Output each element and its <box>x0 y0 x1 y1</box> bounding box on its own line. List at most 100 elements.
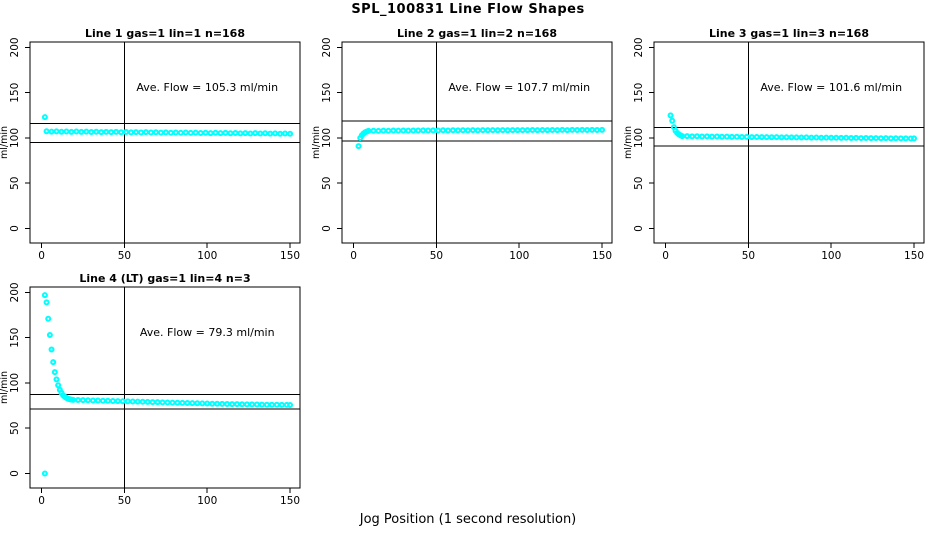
data-point <box>758 134 765 141</box>
data-point <box>459 127 466 134</box>
data-point <box>355 143 362 150</box>
data-point <box>68 128 75 135</box>
data-point <box>818 134 825 141</box>
data-point <box>574 127 581 134</box>
data-point <box>410 127 417 134</box>
data-point <box>277 130 284 137</box>
avg-flow-annotation: Ave. Flow = 105.3 ml/min <box>136 81 278 94</box>
subplot-line-2: Line 2 gas=1 lin=2 n=168 0 50 100 150 0 50 100 1… <box>312 25 624 270</box>
data-point <box>544 127 551 134</box>
data-point <box>287 401 294 408</box>
y-tick-label: 150 <box>9 328 21 348</box>
data-point <box>167 129 174 136</box>
data-point <box>202 129 209 136</box>
data-point <box>169 399 176 406</box>
data-point <box>519 127 526 134</box>
data-point <box>803 134 810 141</box>
data-point <box>911 135 918 142</box>
data-point <box>484 127 491 134</box>
x-tick-label: 0 <box>38 250 45 262</box>
data-point <box>99 397 106 404</box>
y-tick-label: 100 <box>9 128 21 148</box>
data-point <box>268 401 275 408</box>
subplot-canvas: Line 1 gas=1 lin=1 n=168 0 50 100 150 0 50 100 1… <box>0 27 301 262</box>
data-point <box>43 128 50 135</box>
x-tick-label: 0 <box>38 495 45 507</box>
subplot-title: Line 1 gas=1 lin=1 n=168 <box>85 27 245 40</box>
data-point <box>395 127 402 134</box>
data-point <box>41 114 48 121</box>
y-tick-label: 50 <box>9 422 21 435</box>
data-point <box>704 133 711 140</box>
data-point <box>192 129 199 136</box>
subplot-canvas: Line 2 gas=1 lin=2 n=168 0 50 100 150 0 50 100 1… <box>312 27 613 262</box>
data-point <box>435 127 442 134</box>
data-points <box>667 112 918 142</box>
data-point <box>46 331 53 338</box>
data-point <box>53 376 60 383</box>
x-tick-label: 150 <box>280 250 300 262</box>
data-point <box>142 129 149 136</box>
data-point <box>109 397 116 404</box>
data-point <box>204 400 211 407</box>
x-tick-label: 50 <box>118 495 131 507</box>
data-point <box>430 127 437 134</box>
data-point <box>405 127 412 134</box>
data-point <box>48 346 55 353</box>
data-point <box>833 134 840 141</box>
data-point <box>94 397 101 404</box>
data-point <box>773 134 780 141</box>
data-point <box>753 133 760 140</box>
y-tick-label: 100 <box>9 373 21 393</box>
data-point <box>119 398 126 405</box>
data-point <box>380 127 387 134</box>
data-point <box>262 130 269 137</box>
data-point <box>73 128 80 135</box>
data-point <box>699 133 706 140</box>
data-point <box>723 133 730 140</box>
data-point <box>713 133 720 140</box>
data-point <box>234 401 241 408</box>
y-tick-label: 50 <box>633 177 645 190</box>
data-point <box>768 134 775 141</box>
y-axis-label: ml/min <box>0 126 10 159</box>
y-tick-label: 200 <box>9 37 21 57</box>
data-point <box>793 134 800 141</box>
data-point <box>133 129 140 136</box>
data-point <box>267 130 274 137</box>
x-tick-label: 0 <box>350 250 357 262</box>
data-point <box>559 126 566 133</box>
data-point <box>689 133 696 140</box>
data-point <box>278 401 285 408</box>
data-point <box>199 400 206 407</box>
y-tick-label: 100 <box>633 128 645 148</box>
y-tick-label: 100 <box>321 128 333 148</box>
data-point <box>479 127 486 134</box>
data-point <box>187 129 194 136</box>
data-point <box>449 127 456 134</box>
data-point <box>589 126 596 133</box>
data-point <box>897 135 904 142</box>
y-tick-label: 200 <box>321 37 333 57</box>
y-tick-label: 200 <box>9 282 21 302</box>
data-point <box>370 127 377 134</box>
data-point <box>114 398 121 405</box>
data-point <box>440 127 447 134</box>
data-point <box>273 401 280 408</box>
data-point <box>137 129 144 136</box>
data-point <box>128 129 135 136</box>
data-point <box>375 127 382 134</box>
data-point <box>124 398 131 405</box>
data-point <box>257 130 264 137</box>
data-point <box>718 133 725 140</box>
data-point <box>53 128 60 135</box>
data-point <box>867 135 874 142</box>
data-point <box>214 400 221 407</box>
data-point <box>539 127 546 134</box>
y-tick-label: 0 <box>9 225 21 232</box>
data-point <box>509 127 516 134</box>
data-point <box>838 134 845 141</box>
data-point <box>887 135 894 142</box>
data-point <box>684 133 691 140</box>
